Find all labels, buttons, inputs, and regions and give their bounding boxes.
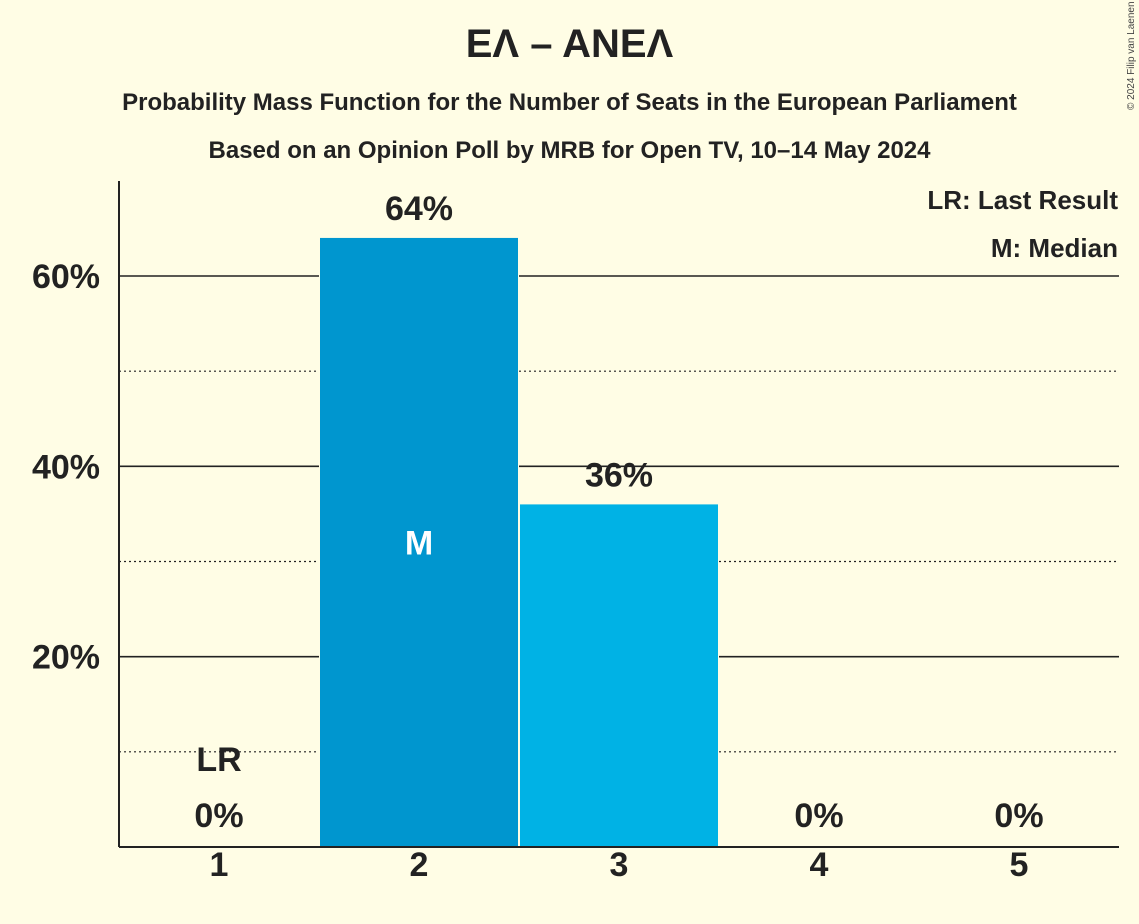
legend: LR: Last Result M: Median xyxy=(927,185,1118,263)
bar-layer xyxy=(319,237,719,847)
chart-title: ΕΛ – ΑΝΕΛ xyxy=(465,22,674,66)
x-tick-label: 5 xyxy=(1010,846,1029,884)
x-tick-label: 3 xyxy=(610,846,629,884)
x-tick-label: 1 xyxy=(210,846,229,884)
legend-median: M: Median xyxy=(991,233,1118,263)
value-label: 64% xyxy=(385,190,453,228)
value-label: 0% xyxy=(194,797,243,835)
value-label: 0% xyxy=(994,797,1043,835)
axis-layer: 20% 40% 60% 1 2 3 4 5 xyxy=(32,181,1119,884)
bar-seats-2 xyxy=(320,237,518,847)
bar-seats-3 xyxy=(520,504,718,847)
chart-subtitle: Probability Mass Function for the Number… xyxy=(122,89,1017,116)
y-tick-label: 40% xyxy=(32,448,100,486)
chart-subtitle-source: Based on an Opinion Poll by MRB for Open… xyxy=(208,137,931,164)
y-tick-label: 20% xyxy=(32,639,100,677)
x-tick-label: 2 xyxy=(410,846,429,884)
median-marker: M xyxy=(405,524,433,562)
label-layer: 0% LR M 64% 36% 0% 0% xyxy=(194,190,1043,835)
x-tick-label: 4 xyxy=(810,846,829,884)
value-label: 0% xyxy=(794,797,843,835)
value-label: 36% xyxy=(585,456,653,494)
last-result-marker: LR xyxy=(196,741,241,779)
y-tick-label: 60% xyxy=(32,258,100,296)
legend-last-result: LR: Last Result xyxy=(927,185,1118,215)
